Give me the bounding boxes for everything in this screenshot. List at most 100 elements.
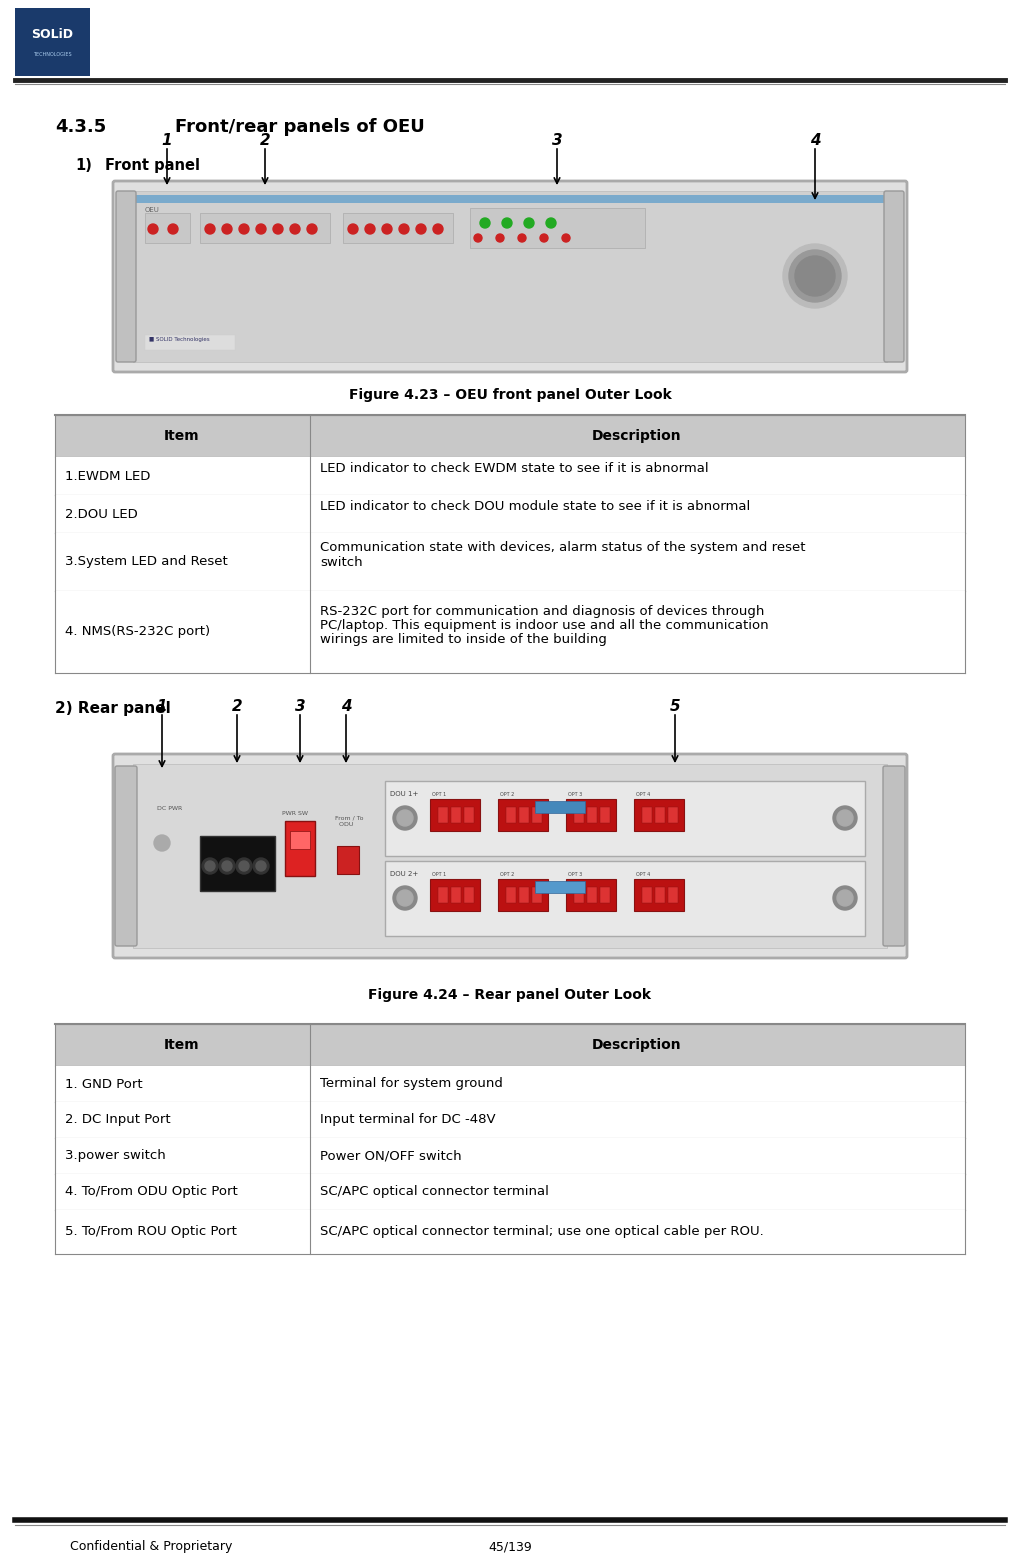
- Circle shape: [837, 890, 852, 906]
- Text: 4. To/From ODU Optic Port: 4. To/From ODU Optic Port: [65, 1186, 237, 1198]
- Text: 4.3.5: 4.3.5: [55, 119, 106, 136]
- FancyBboxPatch shape: [882, 765, 904, 947]
- Circle shape: [222, 861, 231, 872]
- Text: 4. NMS(RS-232C port): 4. NMS(RS-232C port): [65, 625, 210, 639]
- Bar: [535, 881, 585, 893]
- Bar: [55, 1211, 964, 1254]
- Text: OPT 3: OPT 3: [568, 872, 582, 876]
- Bar: [15, 8, 90, 77]
- Bar: [55, 495, 964, 533]
- Circle shape: [837, 811, 852, 826]
- Bar: [132, 764, 887, 948]
- Text: Confidential & Proprietary: Confidential & Proprietary: [70, 1540, 232, 1553]
- Bar: [450, 808, 461, 823]
- Text: Front/rear panels of OEU: Front/rear panels of OEU: [175, 119, 424, 136]
- Text: Description: Description: [592, 430, 681, 444]
- Bar: [55, 1139, 964, 1175]
- Text: Figure 4.23 – OEU front panel Outer Look: Figure 4.23 – OEU front panel Outer Look: [348, 387, 671, 401]
- Text: Communication state with devices, alarm status of the system and reset: Communication state with devices, alarm …: [320, 542, 805, 555]
- Bar: [532, 887, 541, 903]
- Bar: [430, 879, 480, 911]
- Circle shape: [501, 219, 512, 228]
- FancyBboxPatch shape: [115, 765, 137, 947]
- Text: OEU: OEU: [145, 208, 160, 212]
- Bar: [586, 887, 596, 903]
- Bar: [599, 887, 609, 903]
- Text: wirings are limited to inside of the building: wirings are limited to inside of the bui…: [320, 633, 606, 645]
- Text: LED indicator to check DOU module state to see if it is abnormal: LED indicator to check DOU module state …: [320, 500, 750, 514]
- Circle shape: [518, 234, 526, 242]
- Circle shape: [392, 806, 417, 829]
- Circle shape: [238, 223, 249, 234]
- Bar: [519, 887, 529, 903]
- Circle shape: [154, 836, 170, 851]
- Bar: [667, 887, 678, 903]
- Bar: [566, 800, 615, 831]
- Bar: [586, 808, 596, 823]
- Text: 2: 2: [260, 133, 270, 148]
- Circle shape: [253, 858, 269, 875]
- Text: 2.DOU LED: 2.DOU LED: [65, 508, 138, 520]
- Text: OPT 2: OPT 2: [499, 792, 514, 797]
- Circle shape: [273, 223, 282, 234]
- Bar: [497, 800, 547, 831]
- Bar: [145, 334, 234, 350]
- Circle shape: [289, 223, 300, 234]
- Circle shape: [205, 223, 215, 234]
- Text: LED indicator to check EWDM state to see if it is abnormal: LED indicator to check EWDM state to see…: [320, 462, 708, 475]
- Bar: [470, 208, 644, 248]
- Bar: [450, 887, 461, 903]
- Bar: [384, 861, 864, 936]
- Bar: [430, 800, 480, 831]
- Circle shape: [148, 223, 158, 234]
- Circle shape: [256, 861, 266, 872]
- Bar: [464, 808, 474, 823]
- Text: 1: 1: [157, 700, 167, 714]
- Circle shape: [396, 890, 413, 906]
- Bar: [135, 195, 884, 203]
- Circle shape: [382, 223, 391, 234]
- Text: 4: 4: [340, 700, 351, 714]
- Bar: [55, 590, 964, 673]
- Circle shape: [307, 223, 317, 234]
- Text: OPT 4: OPT 4: [636, 792, 650, 797]
- Bar: [284, 822, 315, 876]
- Circle shape: [235, 858, 252, 875]
- Circle shape: [433, 223, 442, 234]
- Text: Front panel: Front panel: [105, 158, 200, 173]
- Text: 3.power switch: 3.power switch: [65, 1150, 166, 1162]
- Text: Terminal for system ground: Terminal for system ground: [320, 1078, 502, 1090]
- FancyBboxPatch shape: [113, 181, 906, 372]
- Text: OPT 3: OPT 3: [568, 792, 582, 797]
- Text: DC PWR: DC PWR: [157, 806, 182, 811]
- Circle shape: [480, 219, 489, 228]
- Bar: [599, 808, 609, 823]
- Text: 2: 2: [231, 700, 243, 714]
- Circle shape: [474, 234, 482, 242]
- Bar: [342, 212, 452, 244]
- Circle shape: [168, 223, 178, 234]
- Text: OPT 2: OPT 2: [499, 872, 514, 876]
- Bar: [505, 887, 516, 903]
- Bar: [200, 836, 275, 890]
- Circle shape: [219, 858, 234, 875]
- Text: DOU 1+: DOU 1+: [389, 790, 418, 797]
- Bar: [535, 801, 585, 812]
- Bar: [641, 808, 651, 823]
- Circle shape: [524, 219, 534, 228]
- Text: 3: 3: [551, 133, 561, 148]
- Bar: [464, 887, 474, 903]
- Bar: [55, 458, 964, 495]
- Circle shape: [416, 223, 426, 234]
- Circle shape: [222, 223, 231, 234]
- Bar: [145, 212, 190, 244]
- Bar: [574, 808, 584, 823]
- Text: Item: Item: [164, 430, 200, 444]
- Text: 5. To/From ROU Optic Port: 5. To/From ROU Optic Port: [65, 1226, 236, 1239]
- Bar: [634, 800, 684, 831]
- Bar: [437, 808, 447, 823]
- Text: 1: 1: [162, 133, 172, 148]
- Text: 3: 3: [294, 700, 305, 714]
- Circle shape: [495, 234, 503, 242]
- Text: 5: 5: [669, 700, 680, 714]
